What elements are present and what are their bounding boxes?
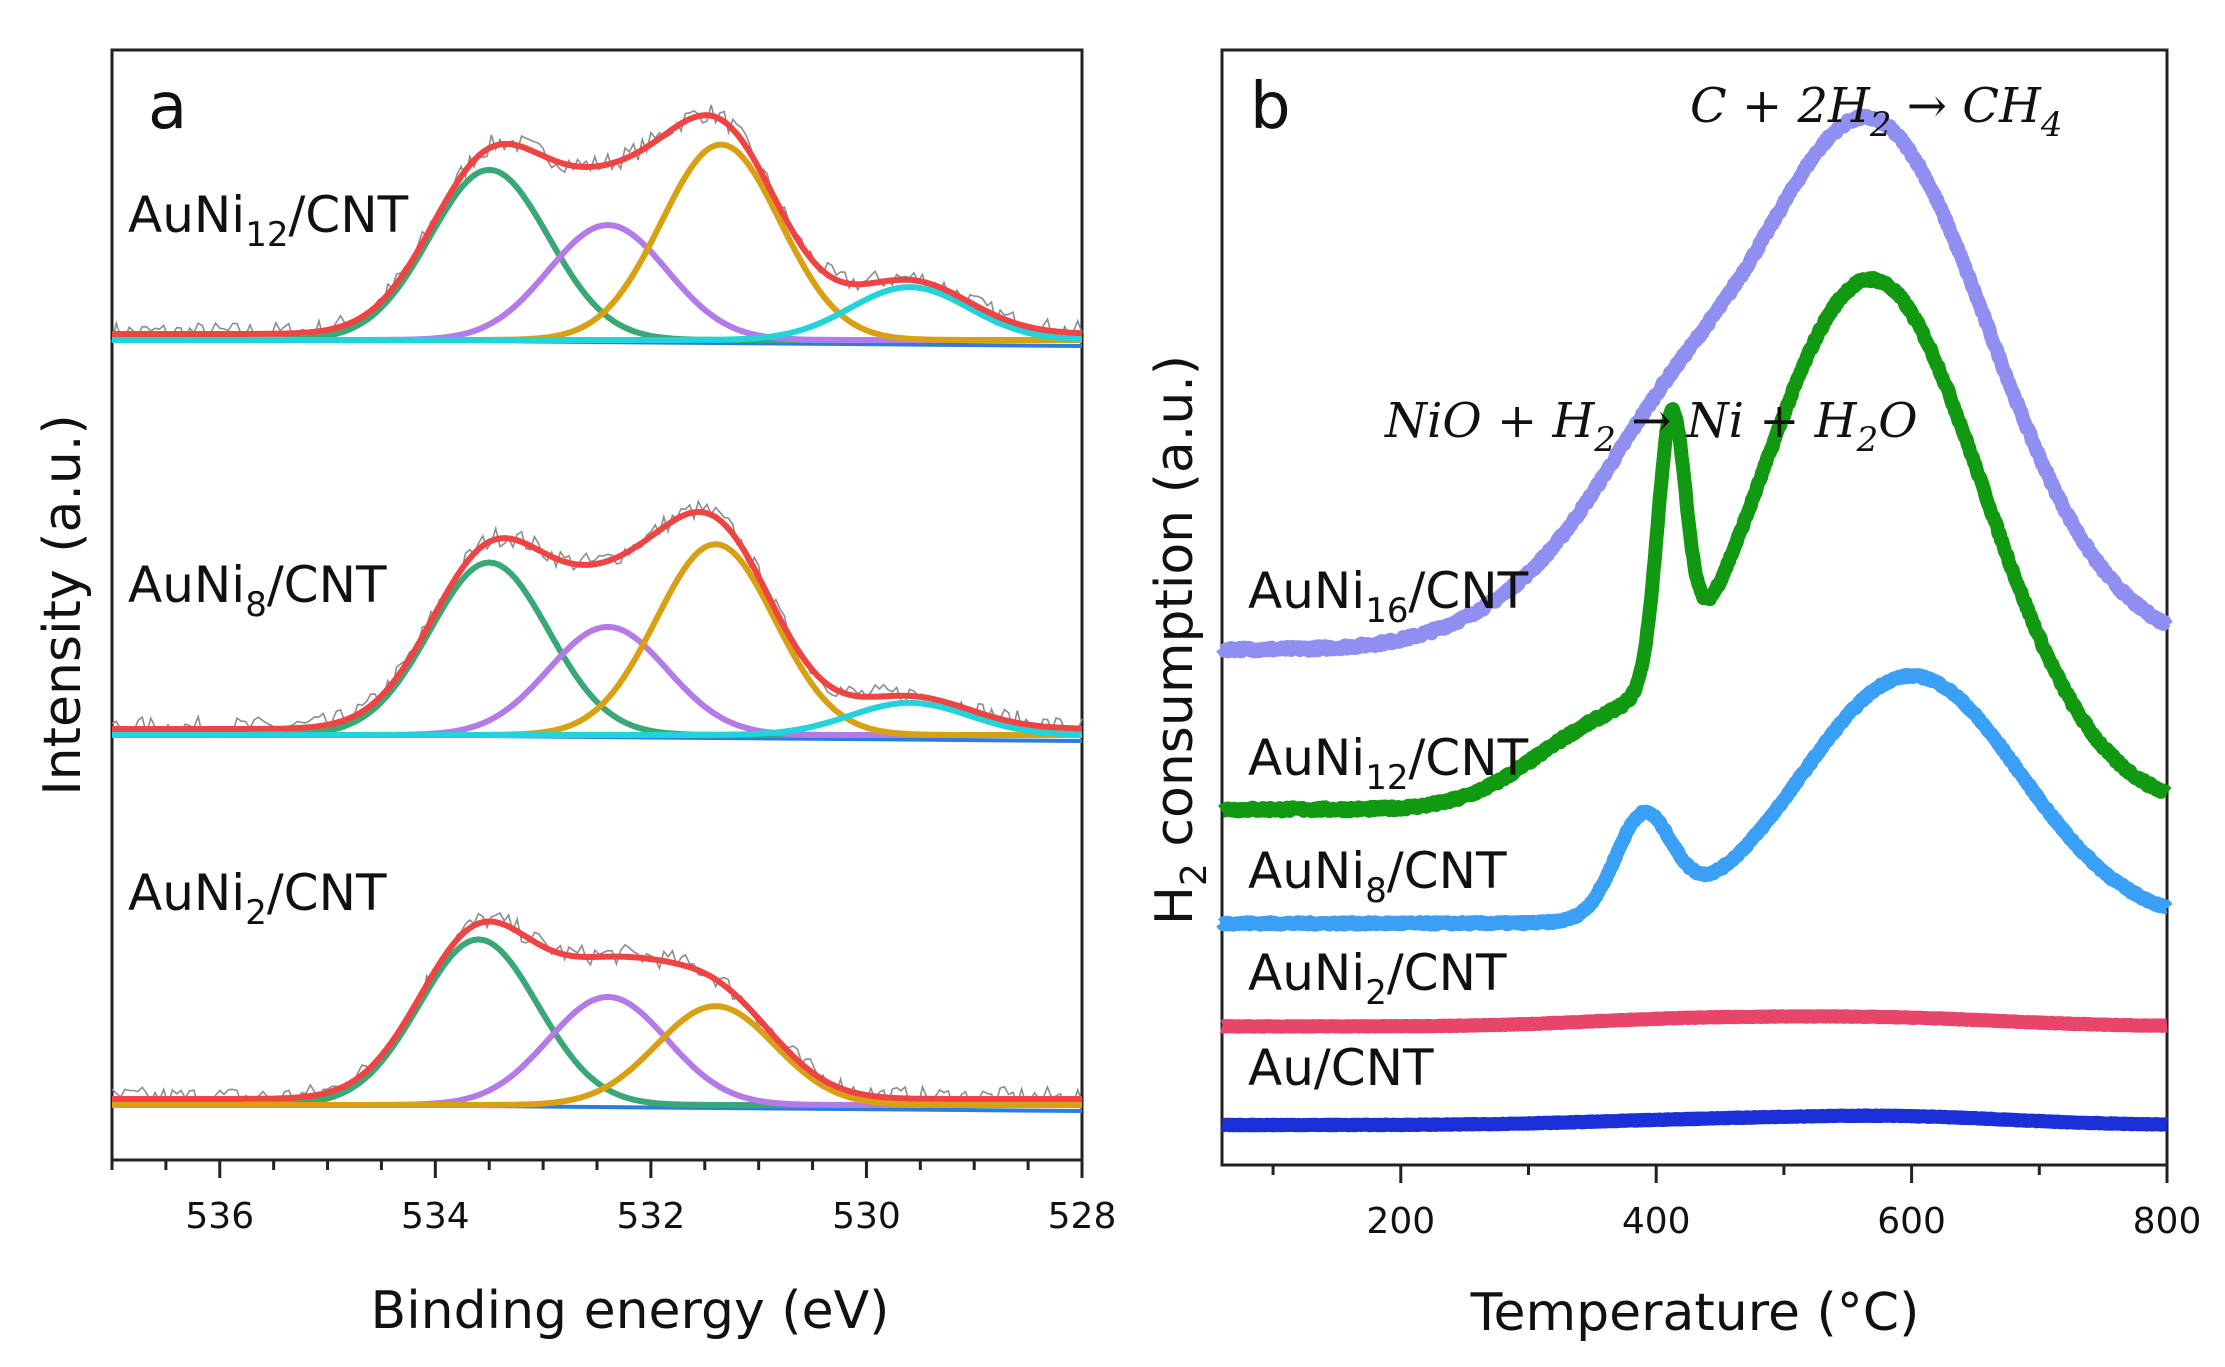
fit-envelope-line	[112, 112, 1083, 337]
annotation-nio-reduction: NiO + H2 → Ni + H2O	[1384, 393, 1918, 460]
tpr-profile	[1216, 270, 2173, 819]
tpr-profile-line	[1216, 667, 2173, 932]
tpr-profile-line	[1216, 108, 2173, 659]
panel-a-x-axis-title: Binding energy (eV)	[371, 1281, 890, 1341]
x-tick-label: 400	[1622, 1201, 1691, 1242]
raw-spectrum-line	[111, 104, 1083, 344]
tpr-profile	[1216, 108, 2173, 659]
panel-a-xps: a 536 534 532 530 528 AuNi12/CNTAuNi8/CNTAuN…	[33, 48, 1117, 1341]
series-label: AuNi2/CNT	[128, 864, 387, 933]
panel-b-x-axis-title: Temperature (°C)	[1470, 1283, 1920, 1343]
xps-spectrum	[111, 104, 1083, 348]
panel-b-y-axis-title: H2 consumption (a.u.)	[1145, 355, 1215, 925]
xps-spectrum	[111, 912, 1083, 1113]
peak-531-4-component	[112, 1003, 1082, 1108]
panel-b-letter: b	[1250, 70, 1291, 144]
x-tick-label: 600	[1877, 1201, 1946, 1242]
x-tick-label: 534	[401, 1196, 470, 1237]
x-tick-label: 530	[832, 1196, 901, 1237]
x-tick-label: 536	[185, 1196, 254, 1237]
panel-a-curves	[111, 104, 1083, 1113]
tpr-profile-line	[1216, 1009, 2173, 1034]
x-tick-label: 200	[1366, 1201, 1435, 1242]
peak-533-5-component	[112, 936, 1082, 1108]
raw-spectrum-line	[111, 912, 1083, 1109]
xps-spectrum	[111, 498, 1083, 743]
series-label: Au/CNT	[1248, 1039, 1434, 1097]
fit-envelope-line	[112, 918, 1082, 1102]
panel-b-tpr: b 200 400 600 800 AuNi16/CNT AuNi12/CNT AuNi8…	[1145, 48, 2202, 1343]
peak-529-6-component	[112, 284, 1083, 343]
panel-b-x-ticks: 200 400 600 800	[1271, 1165, 2202, 1242]
tpr-profile-line	[1216, 270, 2173, 819]
x-tick-label: 532	[617, 1196, 686, 1237]
panel-a-y-axis-title: Intensity (a.u.)	[33, 414, 93, 795]
x-tick-label: 800	[2133, 1201, 2202, 1242]
series-label: AuNi12/CNT	[128, 186, 409, 255]
tpr-profile	[1216, 667, 2173, 932]
x-tick-label: 528	[1048, 1196, 1117, 1237]
series-label: AuNi8/CNT	[128, 556, 387, 625]
panel-a-series-labels: AuNi12/CNT AuNi8/CNT AuNi2/CNT	[128, 186, 409, 933]
tpr-profile-line	[1216, 1108, 2173, 1133]
panel-a-x-ticks: 536 534 532 530 528	[110, 1160, 1117, 1237]
series-label: AuNi2/CNT	[1248, 944, 1507, 1013]
series-label: AuNi8/CNT	[1248, 842, 1507, 911]
panel-b-frame	[1220, 48, 2169, 1167]
peak-529-6-component	[112, 699, 1083, 738]
tpr-profile	[1216, 1108, 2173, 1133]
series-label: AuNi16/CNT	[1248, 562, 1529, 631]
fit-envelope-line	[112, 508, 1083, 732]
panel-b-curves	[1216, 108, 2173, 1133]
series-label: AuNi12/CNT	[1248, 729, 1529, 798]
panel-b-series-labels: AuNi16/CNT AuNi12/CNT AuNi8/CNT AuNi2/CNT Au…	[1248, 562, 1529, 1097]
panel-a-letter: a	[148, 70, 187, 144]
tpr-profile	[1216, 1009, 2173, 1034]
annotation-methanation: C + 2H2 → CH4	[1690, 78, 2062, 145]
